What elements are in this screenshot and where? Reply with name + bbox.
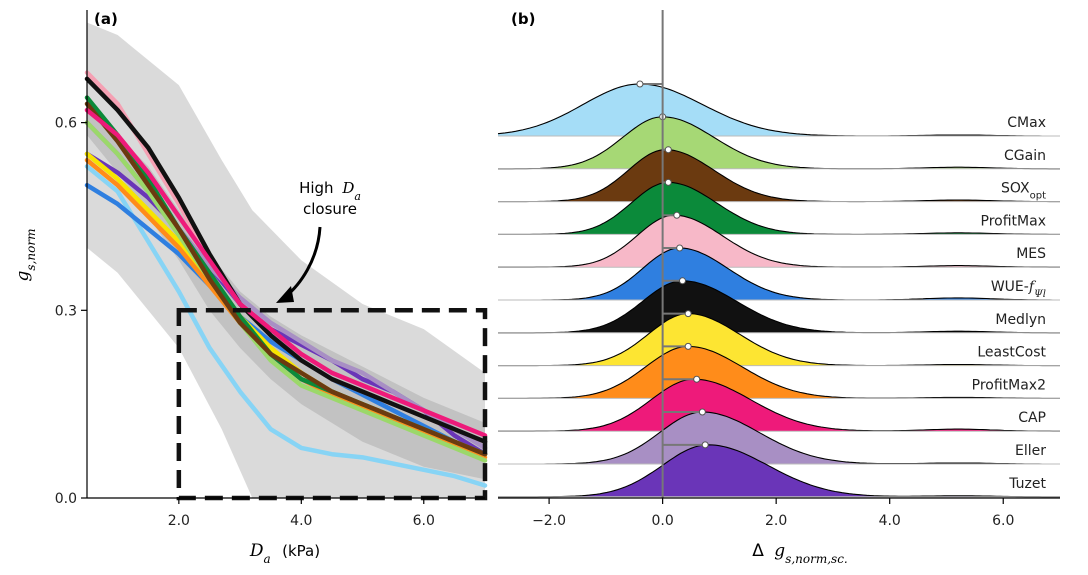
high-da-box (176, 308, 488, 501)
ridge-outline (498, 313, 1060, 367)
ridge-leastcost: LeastCost (498, 310, 1060, 367)
median-marker (701, 441, 709, 449)
panel-a-bands (87, 22, 485, 499)
ridge-eller: Eller (498, 408, 1060, 465)
panel-b-xtick-label: 0.0 (651, 513, 673, 529)
series-line-7 (84, 120, 488, 463)
ridge-label: Eller (1015, 443, 1046, 459)
ridge-cmax: CMax (497, 80, 1060, 137)
panel-b-xtick-label: −2.0 (532, 513, 566, 529)
ridge-fill (498, 280, 1060, 333)
panel-b-xlabel: Δ gs,norm,sc. (752, 541, 848, 566)
svg-text:High Da: High Da (299, 179, 361, 203)
ridge-tuzet: Tuzet (498, 441, 1060, 498)
ridge-fill (498, 182, 1060, 235)
ridge-medlyn: Medlyn (498, 277, 1060, 334)
ridge-outline (497, 83, 1060, 137)
ridge-label: WUE-fΨl (991, 279, 1046, 300)
annotation-line1: High (299, 179, 333, 197)
ridge-outline (498, 444, 1060, 498)
median-marker (676, 244, 684, 252)
ridge-label: ProfitMax2 (972, 377, 1046, 393)
median-marker (684, 342, 692, 350)
panel-a-xlabel: Da (kPa) (249, 541, 320, 566)
ridge-fill (498, 248, 1060, 300)
ridge-fill (498, 379, 1060, 432)
ridge-label: LeastCost (977, 345, 1046, 361)
median-marker (636, 80, 644, 88)
ridge-fill (498, 84, 1060, 136)
median-marker (673, 211, 681, 219)
ridge-label: Tuzet (1008, 476, 1046, 492)
panel-a-xtick-label: 4.0 (290, 513, 312, 529)
panel-b: CMax CGain SOXopt ProfitMax MES WUE-fΨl Medlyn… (497, 10, 1060, 566)
annotation: High Da closure (276, 179, 361, 303)
annotation-var-sub: a (354, 190, 361, 203)
ridge-label: CMax (1007, 115, 1046, 131)
panel-a-ylabel: gs,norm (13, 229, 38, 282)
panel-a-ytick-label: 0.6 (55, 116, 77, 132)
series-line-10 (84, 76, 488, 444)
ridge-fill (498, 412, 1060, 464)
series-line-9 (84, 101, 488, 457)
ridge-outline (498, 280, 1060, 334)
panel-a-series (84, 70, 488, 488)
ridge-wue: WUE-fΨl (498, 244, 1060, 301)
ridge-label: ProfitMax (981, 213, 1046, 229)
panel-a-xtick-label: 2.0 (168, 513, 190, 529)
series-line-0 (84, 164, 488, 488)
ridge-cap: CAP (498, 375, 1060, 432)
ridge-outline (498, 181, 1060, 235)
median-marker (684, 310, 692, 318)
panel-a-ytick-label: 0.0 (55, 491, 77, 507)
median-marker (698, 408, 706, 416)
ridge-outline (498, 116, 1060, 170)
median-marker (678, 277, 686, 285)
ridge-fill (498, 346, 1060, 399)
ridge-fill (498, 149, 1060, 202)
ridge-profitmax2: ProfitMax2 (498, 342, 1060, 399)
ridge-outline (498, 378, 1060, 432)
panel-b-xtick-label: 6.0 (992, 513, 1014, 529)
ridge-fill (498, 215, 1060, 268)
series-line-1 (84, 182, 488, 457)
ridge-label: CGain (1004, 148, 1046, 164)
ridge-label: MES (1016, 246, 1046, 262)
ridge-fill (498, 116, 1060, 169)
ridge-outline (498, 149, 1060, 203)
series-line-11 (84, 107, 488, 438)
uncertainty-band-1 (87, 97, 485, 480)
annotation-arrowhead (276, 286, 294, 303)
ridge-label: CAP (1018, 410, 1046, 426)
panel-b-xtick-label: 4.0 (879, 513, 901, 529)
ridge-label: SOXopt (1001, 181, 1046, 202)
panel-a-ytick-label: 0.3 (55, 303, 77, 319)
panel-a-xtick-label: 6.0 (413, 513, 435, 529)
ridge-profitmax: ProfitMax (498, 178, 1060, 235)
ridges: CMax CGain SOXopt ProfitMax MES WUE-fΨl Medlyn… (497, 80, 1060, 498)
annotation-var: D (341, 179, 354, 197)
median-marker (693, 375, 701, 383)
median-marker (664, 146, 672, 154)
panel-a: 2.0 4.0 6.0 0.00.30.6 (a) High Da closure … (13, 10, 488, 566)
ridge-label: Medlyn (995, 312, 1046, 328)
panel-b-xtick-label: 2.0 (765, 513, 787, 529)
panel-b-label: (b) (511, 10, 535, 28)
panel-a-label: (a) (94, 10, 118, 28)
ridge-outline (498, 214, 1060, 268)
ridge-outline (498, 345, 1060, 399)
ridge-fill (498, 444, 1060, 497)
ridge-outline (498, 247, 1060, 301)
ridge-outline (498, 411, 1060, 465)
ridge-mes: MES (498, 211, 1060, 268)
annotation-line2: closure (303, 200, 357, 218)
ridge-fill (498, 313, 1060, 366)
median-marker (664, 178, 672, 186)
ridge-sox: SOXopt (498, 146, 1060, 203)
